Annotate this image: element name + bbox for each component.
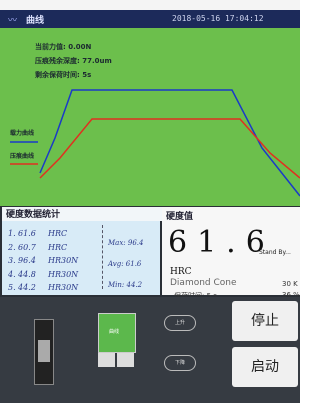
- row-scale: HR30N: [48, 281, 88, 295]
- row-index: 5.: [8, 281, 18, 295]
- row-value: 96.4: [18, 254, 48, 268]
- row-scale: HRC: [48, 241, 88, 255]
- avg: Avg: 61.6: [108, 254, 143, 275]
- curve-button[interactable]: 曲线: [98, 313, 136, 353]
- row-scale: HR30N: [48, 254, 88, 268]
- stats-summary: Max: 96.4 Avg: 61.6 Min: 44.2: [108, 233, 143, 296]
- curve-tile: [117, 353, 134, 367]
- min: Min: 44.2: [108, 275, 143, 296]
- row-scale: HRC: [48, 227, 88, 241]
- row-value: 61.6: [18, 227, 48, 241]
- top-strip: [0, 0, 300, 10]
- result-panel: 硬度值 61.6 Stand By... HRC Diamond Cone 30…: [162, 207, 300, 295]
- up-button[interactable]: 上升: [164, 315, 196, 331]
- row-index: 4.: [8, 268, 18, 282]
- scale: HRC: [170, 267, 192, 277]
- start-button[interactable]: 启动: [232, 347, 298, 387]
- header-datetime: 2018-05-16 17:04:12: [172, 14, 264, 23]
- row-value: 44.8: [18, 268, 48, 282]
- stats-title: 硬度数据统计: [2, 207, 164, 221]
- row-index: 2.: [8, 241, 18, 255]
- indenter: Diamond Cone: [170, 278, 237, 288]
- legend-label: 压痕曲线: [10, 151, 34, 160]
- slider-knob: [38, 340, 50, 362]
- curve-plot: [0, 28, 300, 206]
- row-index: 1.: [8, 227, 18, 241]
- screen: 〰 曲线 2018-05-16 17:04:12 当前力值: 0.00N 压痕残…: [0, 0, 300, 403]
- row-index: 3.: [8, 254, 18, 268]
- load: 30 K: [282, 280, 298, 288]
- row-value: 60.7: [18, 241, 48, 255]
- status: Stand By...: [259, 249, 291, 256]
- row-value: 44.2: [18, 281, 48, 295]
- legend-label: 载力曲线: [10, 128, 34, 137]
- row-scale: HR30N: [48, 268, 88, 282]
- result-title: 硬度值: [166, 209, 193, 222]
- divider: [102, 225, 103, 289]
- curve-tile: [98, 353, 115, 367]
- max: Max: 96.4: [108, 233, 143, 254]
- header-title: 曲线: [26, 13, 44, 26]
- slider[interactable]: [34, 319, 54, 385]
- control-bar: 曲线 上升 下降 停止 启动: [0, 297, 300, 403]
- curve-label: 曲线: [109, 328, 119, 335]
- header-bar: 〰 曲线 2018-05-16 17:04:12: [0, 10, 300, 28]
- stop-button[interactable]: 停止: [232, 301, 298, 341]
- curve-panel: 当前力值: 0.00N 压痕残余深度: 77.0um 剩余保荷时间: 5s 载力…: [0, 28, 300, 206]
- header-icon: 〰: [8, 13, 17, 26]
- down-button[interactable]: 下降: [164, 355, 196, 371]
- indent-curve: [40, 119, 300, 178]
